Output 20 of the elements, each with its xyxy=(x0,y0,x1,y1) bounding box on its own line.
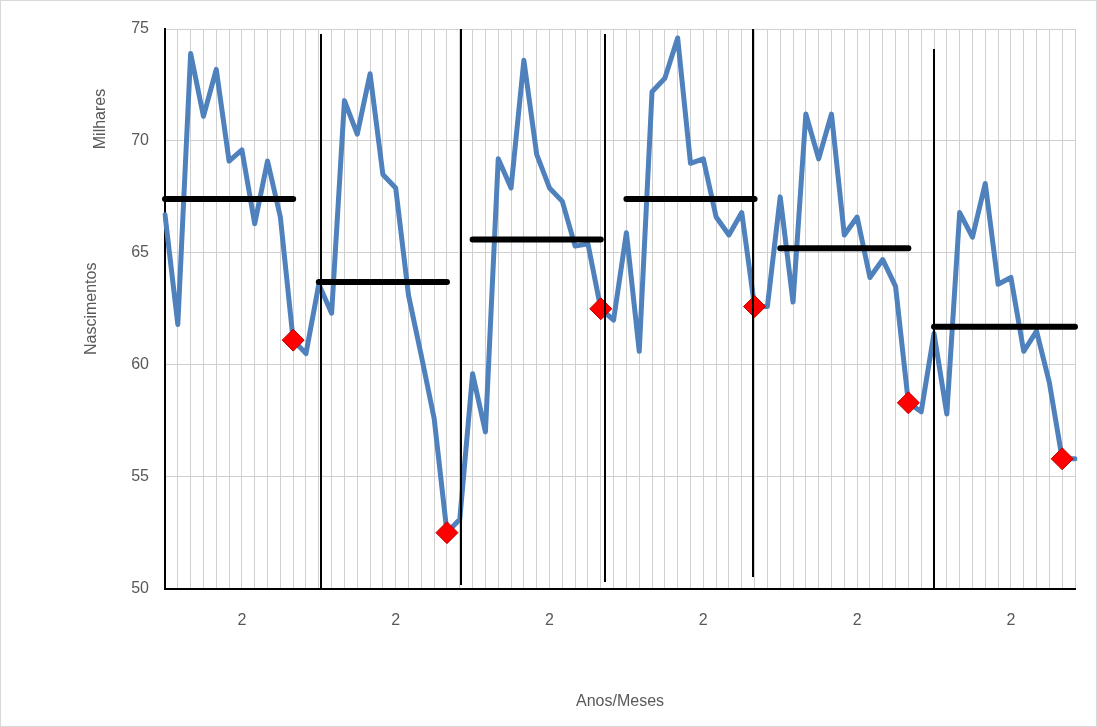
text: Milhares xyxy=(91,88,109,150)
x-tick-label: 2 xyxy=(391,610,401,628)
point xyxy=(1050,447,1074,471)
y-tick-label: 75 xyxy=(131,19,150,37)
y-axis-title: Nascimentos xyxy=(82,262,100,356)
y-tick-label: 60 xyxy=(131,355,150,373)
x-tick-label: 2 xyxy=(698,610,708,628)
point xyxy=(896,391,920,415)
x-tick-label: 2 xyxy=(237,610,247,628)
y-tick-label: 65 xyxy=(131,243,150,261)
x-tick-label: 2 xyxy=(545,610,555,628)
x-axis-title: Anos/Meses xyxy=(575,691,665,709)
point xyxy=(589,297,613,321)
x-tick-label: 2 xyxy=(852,610,862,628)
point xyxy=(281,328,305,352)
y-tick-label: 50 xyxy=(131,579,150,597)
y-tick-label: 70 xyxy=(131,131,150,149)
y-tick-label: 55 xyxy=(131,467,150,485)
point xyxy=(435,521,459,545)
x-tick-label: 2 xyxy=(1006,610,1016,628)
